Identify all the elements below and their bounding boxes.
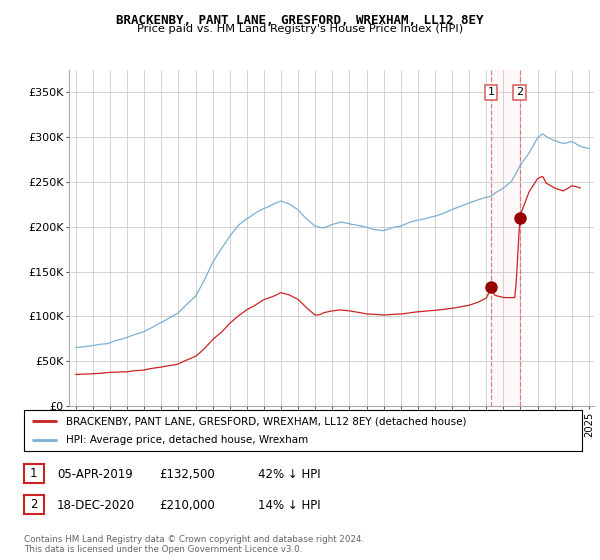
Text: 2: 2: [516, 87, 523, 97]
Text: HPI: Average price, detached house, Wrexham: HPI: Average price, detached house, Wrex…: [66, 435, 308, 445]
Text: 18-DEC-2020: 18-DEC-2020: [57, 498, 135, 512]
Text: 42% ↓ HPI: 42% ↓ HPI: [258, 468, 320, 481]
Bar: [491, 70, 520, 406]
Text: BRACKENBY, PANT LANE, GRESFORD, WREXHAM, LL12 8EY: BRACKENBY, PANT LANE, GRESFORD, WREXHAM,…: [116, 14, 484, 27]
Text: 05-APR-2019: 05-APR-2019: [57, 468, 133, 481]
Text: 1: 1: [487, 87, 494, 97]
Text: 2: 2: [30, 498, 38, 511]
Text: 14% ↓ HPI: 14% ↓ HPI: [258, 498, 320, 512]
Text: £210,000: £210,000: [159, 498, 215, 512]
Text: 1: 1: [30, 467, 38, 480]
Text: Price paid vs. HM Land Registry's House Price Index (HPI): Price paid vs. HM Land Registry's House …: [137, 24, 463, 34]
Text: Contains HM Land Registry data © Crown copyright and database right 2024.
This d: Contains HM Land Registry data © Crown c…: [24, 535, 364, 554]
Text: BRACKENBY, PANT LANE, GRESFORD, WREXHAM, LL12 8EY (detached house): BRACKENBY, PANT LANE, GRESFORD, WREXHAM,…: [66, 417, 466, 426]
Text: £132,500: £132,500: [159, 468, 215, 481]
